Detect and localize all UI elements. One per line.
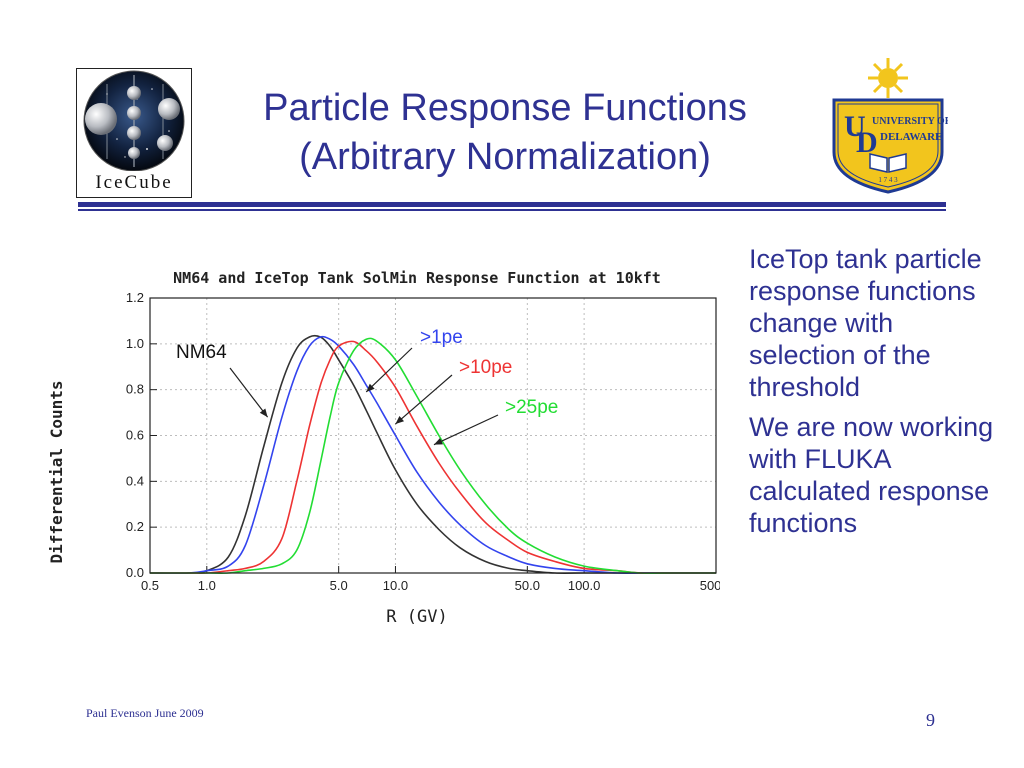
icecube-logo: IceCube — [76, 68, 192, 198]
university-of-delaware-logo: U D UNIVERSITY OF DELAWARE 1 7 4 3 — [832, 58, 948, 194]
plot-frame — [149, 297, 717, 574]
x-tick-label: 100.0 — [568, 578, 601, 593]
svg-text:D: D — [856, 126, 878, 159]
annotation-arrowhead — [433, 438, 443, 445]
y-tick-label: 0.2 — [126, 519, 144, 534]
x-tick-label: 1.0 — [198, 578, 216, 593]
y-tick-label: 0.6 — [126, 428, 144, 443]
series-line-10pe — [150, 340, 716, 574]
x-tick-label: 10.0 — [383, 578, 408, 593]
y-axis-label: Differential Counts — [47, 380, 66, 563]
annotation-arrow — [433, 414, 499, 446]
ud-name-line-1: UNIVERSITY OF — [872, 116, 948, 127]
bullet-list: IceTop tank particle response functions … — [749, 243, 999, 547]
title-divider-thin — [78, 209, 946, 211]
ud-year: 1 7 4 3 — [878, 176, 898, 184]
annotations: NM64 >1pe >10pe >25pe — [176, 327, 558, 446]
annotation-label: >25pe — [505, 397, 558, 418]
annotation-label: >1pe — [420, 327, 463, 348]
ud-name-line-2: DELAWARE — [880, 131, 942, 143]
bullet-item-2: We are now working with FLUKA calculated… — [749, 412, 994, 538]
annotation-arrow — [365, 347, 413, 393]
slide-title: Particle Response Functions (Arbitrary N… — [200, 84, 810, 182]
x-tick-label: 500.0 — [700, 578, 720, 593]
axis-ticks: 0.5 1.0 5.0 10.0 50.0 100.0 500.0 0.0 0.2 0.4 0.6 0… — [126, 290, 720, 593]
title-line-2: (Arbitrary Normalization) — [299, 136, 711, 178]
sun-icon — [868, 58, 908, 98]
chart-title: NM64 and IceTop Tank SolMin Response Fun… — [173, 269, 661, 287]
title-divider-thick — [78, 202, 946, 207]
response-function-chart: NM64 and IceTop Tank SolMin Response Fun… — [47, 269, 720, 627]
y-tick-label: 1.2 — [126, 290, 144, 305]
book-icon — [869, 153, 907, 173]
series-line-25pe — [150, 337, 716, 574]
icecube-wordmark: IceCube — [95, 172, 173, 193]
x-tick-label: 50.0 — [515, 578, 540, 593]
footer-author: Paul Evenson June 2009 — [86, 706, 204, 720]
x-tick-label: 0.5 — [141, 578, 159, 593]
y-tick-label: 0.4 — [126, 473, 144, 488]
svg-text:U: U — [844, 110, 866, 143]
bullet-item-1: IceTop tank particle response functions … — [749, 244, 982, 402]
x-tick-label: 5.0 — [330, 578, 348, 593]
y-tick-label: 1.0 — [126, 336, 144, 351]
y-tick-label: 0.0 — [126, 565, 144, 580]
annotation-label: NM64 — [176, 342, 227, 363]
annotation-arrowhead — [259, 408, 268, 418]
page-number: 9 — [926, 710, 935, 730]
annotation-label: >10pe — [459, 357, 512, 378]
annotation-arrowhead — [366, 383, 375, 392]
x-axis-label: R (GV) — [386, 607, 447, 627]
series-lines — [149, 334, 716, 574]
title-line-1: Particle Response Functions — [263, 87, 747, 129]
series-line-1pe — [149, 335, 716, 574]
annotation-arrow — [395, 374, 453, 425]
grid — [149, 297, 717, 574]
icecube-logo-graphic — [83, 70, 185, 171]
annotation-arrowhead — [395, 415, 405, 425]
annotation-arrow — [229, 367, 269, 418]
y-tick-label: 0.8 — [126, 382, 144, 397]
